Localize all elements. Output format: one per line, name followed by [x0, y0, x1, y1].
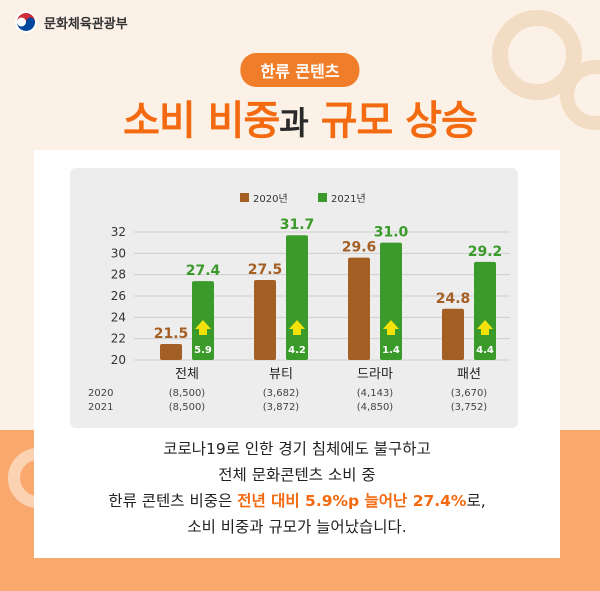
bar-2020 [160, 344, 182, 360]
summary-line: 전체 문화콘텐츠 소비 중 [218, 466, 376, 484]
legend-swatch [318, 193, 327, 202]
summary-fragment: 한류 콘텐츠 비중은 [108, 492, 238, 510]
header: 문화체육관광부 [14, 10, 128, 34]
bar-2021 [286, 235, 308, 360]
legend-swatch [240, 193, 249, 202]
sample-size-label: (4,143) [357, 388, 394, 399]
sample-size-label: (8,500) [169, 388, 206, 399]
data-label: 27.4 [186, 263, 221, 279]
bar-2021 [474, 261, 496, 360]
x-tick-label: 전체 [175, 367, 199, 382]
up-arrow-icon [195, 320, 211, 335]
data-label: 24.8 [436, 291, 471, 307]
increase-label: 4.4 [476, 345, 494, 356]
page-title: 소비 비중과 규모 상승 [0, 88, 600, 146]
topic-badge: 한류 콘텐츠 [240, 53, 360, 87]
up-arrow-icon [383, 320, 399, 335]
title-part: 규모 상승 [320, 98, 478, 144]
x-tick-label: 뷰티 [269, 367, 293, 382]
bar-chart: 20 22 24 26 28 30 32 2020년 2021년 21.5 27.4 5.9 전체 (8,… [88, 193, 510, 413]
legend-label: 2021년 [331, 193, 366, 205]
legend-label: 2020년 [253, 193, 288, 205]
sample-size-label: (3,752) [451, 402, 488, 413]
sample-size-label: (3,682) [263, 388, 300, 399]
sample-size-label: (3,872) [263, 402, 300, 413]
increase-label: 1.4 [382, 345, 400, 356]
y-tick-label: 20 [111, 353, 126, 367]
summary-text: 코로나19로 인한 경기 침체에도 불구하고 전체 문화콘텐츠 소비 중 한류 … [34, 436, 560, 540]
data-label: 31.0 [374, 225, 409, 241]
data-label: 21.5 [154, 326, 189, 342]
row-year-label: 2020 [88, 388, 113, 399]
bar-2020 [254, 280, 276, 360]
y-tick-label: 22 [111, 332, 126, 346]
chart-panel: 20 22 24 26 28 30 32 2020년 2021년 21.5 27.4 5.9 전체 (8,… [70, 168, 518, 428]
y-tick-label: 24 [111, 310, 126, 324]
up-arrow-icon [289, 320, 305, 335]
summary-fragment: 로, [466, 492, 486, 510]
y-tick-label: 30 [111, 246, 126, 260]
y-tick-label: 26 [111, 289, 126, 303]
data-label: 31.7 [280, 217, 315, 233]
y-tick-label: 28 [111, 268, 126, 282]
taegeuk-logo-icon [15, 11, 37, 33]
ministry-name: 문화체육관광부 [44, 16, 128, 32]
title-part: 과 [279, 104, 308, 142]
summary-line: 한류 콘텐츠 비중은 전년 대비 5.9%p 늘어난 27.4%로, [34, 488, 560, 514]
bar-2020 [442, 308, 464, 360]
data-label: 29.6 [342, 240, 377, 256]
row-year-label: 2021 [88, 402, 113, 413]
bar-2020 [348, 257, 370, 360]
title-part: 소비 비중 [123, 98, 280, 144]
y-tick-label: 32 [111, 225, 126, 239]
bar-2021 [380, 242, 402, 360]
sample-size-label: (8,500) [169, 402, 206, 413]
summary-highlight: 전년 대비 5.9%p 늘어난 27.4% [237, 492, 467, 510]
summary-line: 코로나19로 인한 경기 침체에도 불구하고 [163, 440, 431, 458]
x-tick-label: 드라마 [357, 367, 393, 382]
increase-label: 4.2 [288, 345, 306, 356]
content-card: 20 22 24 26 28 30 32 2020년 2021년 21.5 27.4 5.9 전체 (8,… [34, 150, 560, 558]
sample-size-label: (4,850) [357, 402, 394, 413]
data-label: 29.2 [468, 244, 503, 260]
increase-label: 5.9 [194, 345, 212, 356]
up-arrow-icon [477, 320, 493, 335]
x-tick-label: 패션 [457, 367, 481, 382]
sample-size-label: (3,670) [451, 388, 488, 399]
data-label: 27.5 [248, 262, 283, 278]
summary-line: 소비 비중과 규모가 늘어났습니다. [187, 518, 407, 536]
